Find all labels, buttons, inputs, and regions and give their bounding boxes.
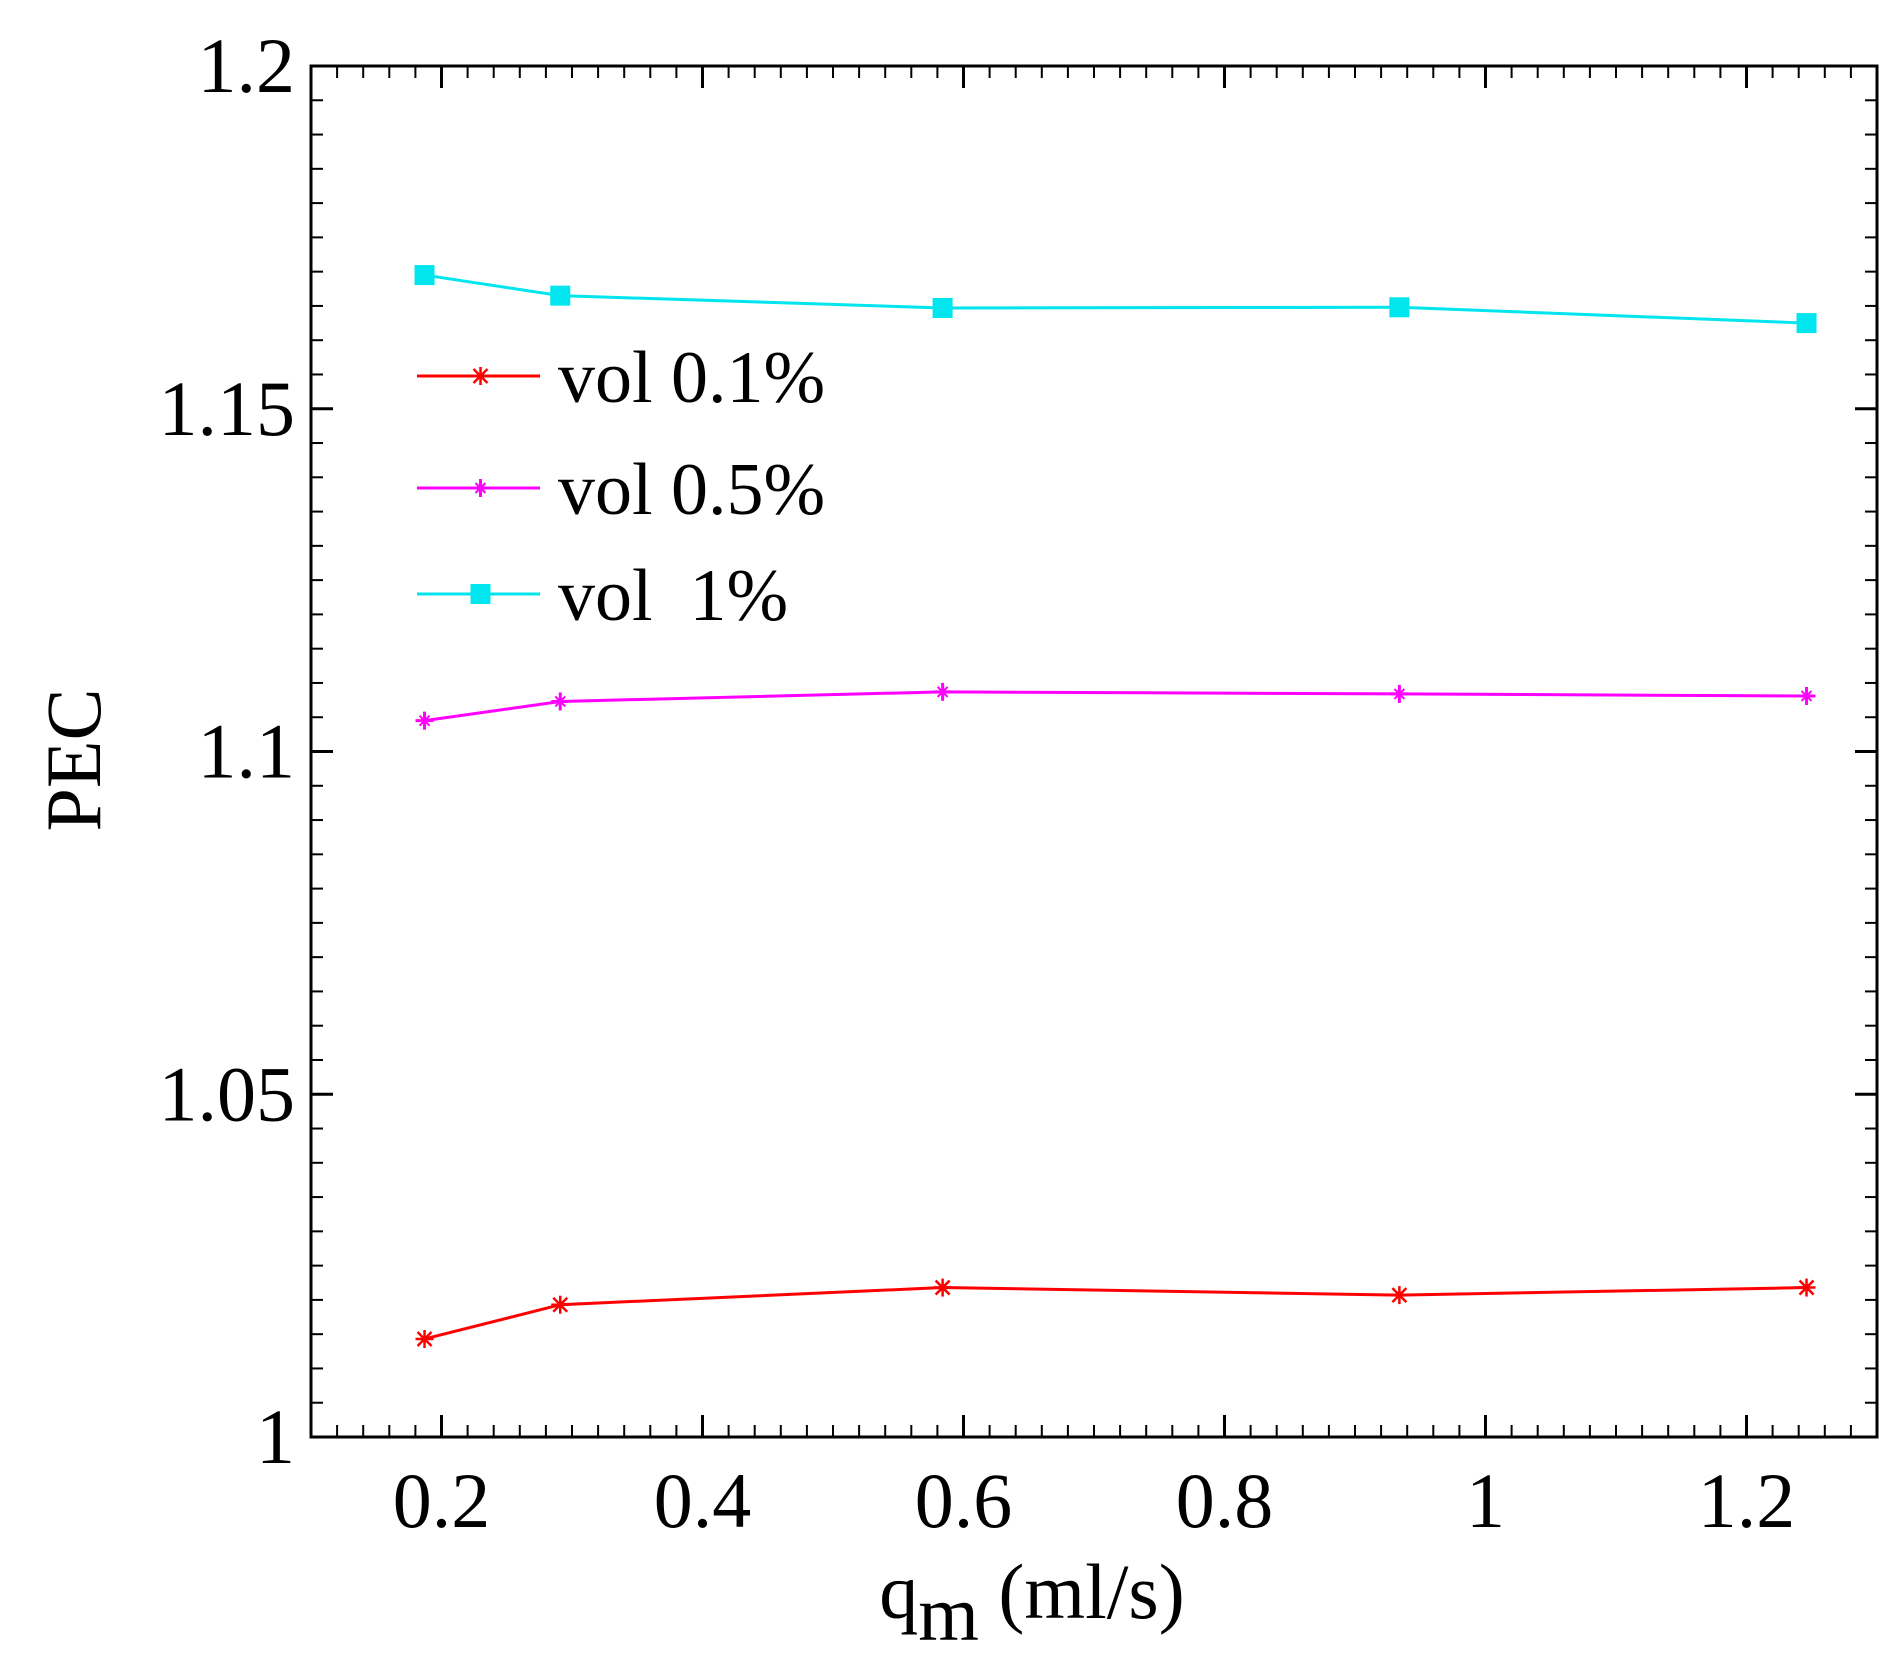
y-tick-label: 1.15: [159, 365, 296, 452]
series-2-point: [415, 711, 434, 730]
y-axis-title: PEC: [30, 688, 117, 831]
y-tick-label: 1.1: [198, 708, 296, 795]
series-1-point: [933, 1278, 952, 1297]
series-3-point: [1389, 297, 1410, 318]
series-1-point-d2: [1798, 1279, 1815, 1296]
series-3-point: [550, 285, 571, 306]
series-1-point: [415, 1329, 434, 1348]
series-2-point: [1797, 686, 1816, 705]
x-tick-label: 1: [1466, 1457, 1505, 1544]
x-tick-label: 1.2: [1698, 1457, 1796, 1544]
legend-marker-1-d2: [472, 368, 489, 384]
y-tick-labels: 1 1.05 1.1 1.15 1.2: [159, 22, 296, 1480]
x-tick-label: 0.2: [393, 1457, 491, 1544]
series-2-point: [933, 682, 952, 701]
legend-marker-1: [471, 367, 490, 385]
plot-frame: [309, 64, 1879, 1439]
x-axis-title-subscript: m: [918, 1570, 979, 1657]
major-ticks: [311, 64, 1877, 1439]
legend: vol 0.1% vol 0.5% vol 1%: [417, 337, 825, 637]
plot-border: [309, 64, 1879, 1439]
series-3-point: [414, 265, 435, 286]
series-3-point: [932, 297, 953, 318]
x-axis-title: qm (ml/s): [879, 1548, 1185, 1657]
series-1-point-d2: [934, 1279, 951, 1296]
x-tick-label: 0.4: [654, 1457, 752, 1544]
series-lines: [424, 273, 1807, 1341]
series-3-point: [1796, 313, 1817, 334]
legend-marker-2-d2: [474, 482, 487, 494]
legend-marker-3: [470, 584, 491, 604]
series-1-point: [1797, 1278, 1816, 1297]
series-line-3: [424, 273, 1807, 325]
x-axis-title-main: q: [879, 1548, 918, 1635]
x-axis-title-unit: (ml/s): [979, 1548, 1185, 1635]
series-line-2: [424, 690, 1807, 723]
series-1-point-d2: [416, 1331, 433, 1347]
x-tick-label: 0.8: [1176, 1457, 1274, 1544]
series-1-point-d2: [1391, 1287, 1408, 1303]
series-2-point-d2: [554, 695, 566, 708]
legend-label-3: vol 1%: [558, 555, 788, 637]
x-tick-labels: 0.2 0.4 0.6 0.8 1 1.2: [393, 1457, 1796, 1544]
x-tick-label: 0.6: [915, 1457, 1013, 1544]
series-2-point: [551, 692, 570, 711]
series-2-point: [1390, 684, 1409, 703]
series-markers: [414, 265, 1817, 1348]
legend-label-1: vol 0.1%: [558, 337, 825, 419]
series-2-point-d2: [936, 686, 949, 698]
series-1-point: [551, 1295, 570, 1314]
legend-label-2: vol 0.5%: [558, 449, 825, 531]
minor-ticks: [310, 65, 1878, 1438]
series-1-point-d2: [552, 1296, 569, 1313]
y-tick-label: 1.2: [198, 22, 296, 109]
series-2-point-d2: [418, 714, 431, 727]
y-tick-label: 1.05: [159, 1050, 296, 1137]
series-line-1: [424, 1286, 1807, 1341]
series-1-point: [1390, 1286, 1409, 1305]
y-tick-label: 1: [256, 1393, 295, 1480]
series-2-point-d2: [1800, 690, 1813, 702]
legend-marker-2: [471, 479, 490, 497]
series-2-point-d2: [1393, 688, 1406, 700]
